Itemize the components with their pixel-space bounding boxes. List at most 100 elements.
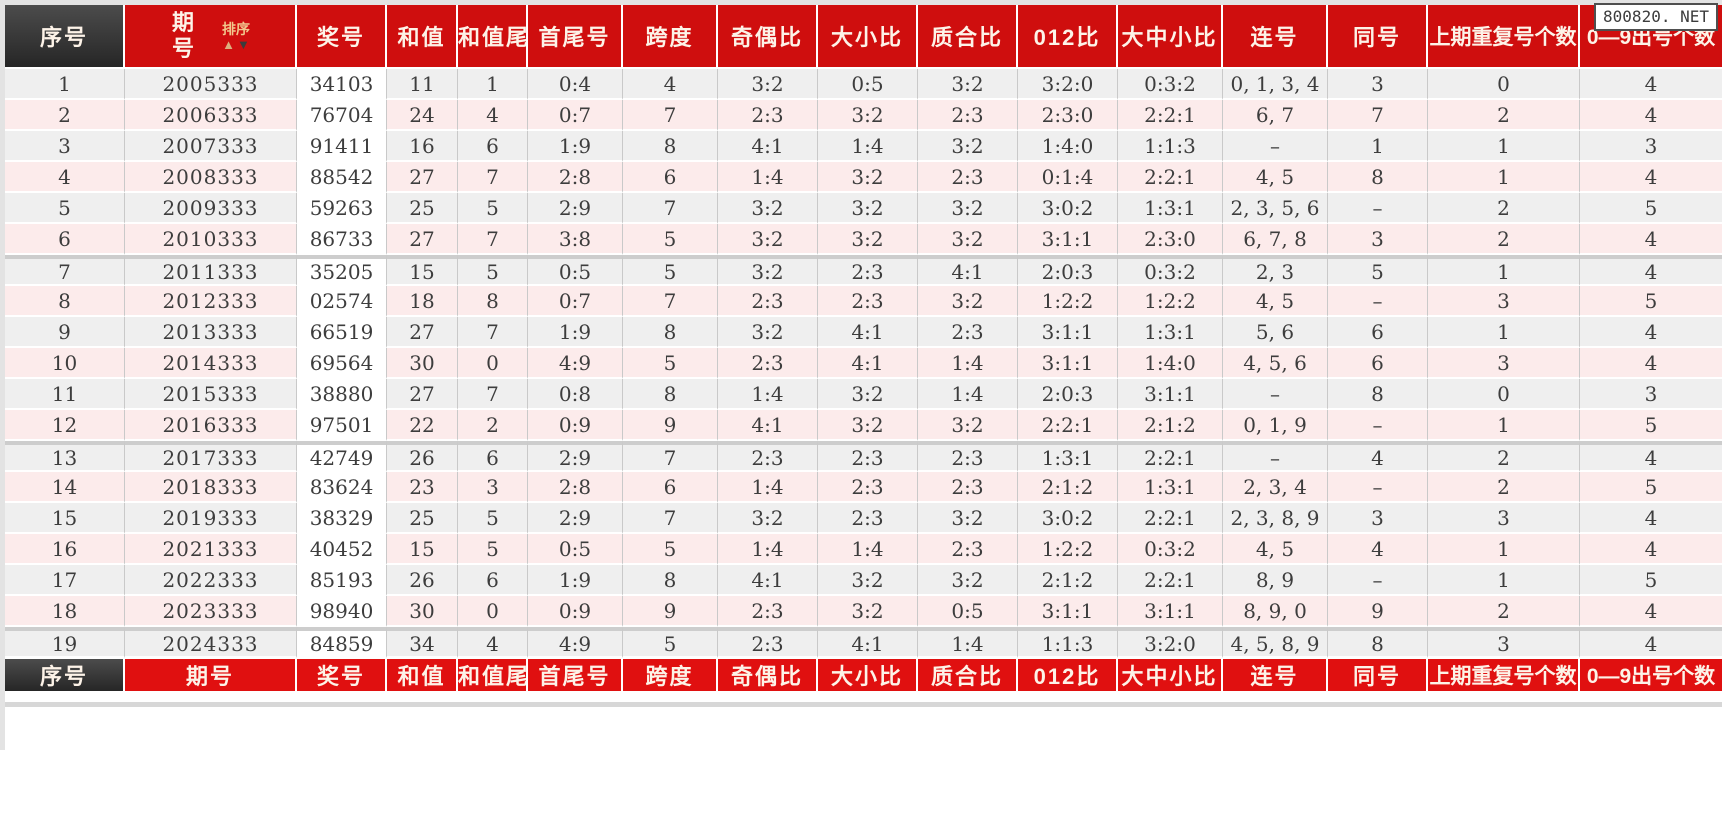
left-margin-strip [0,0,5,750]
cell-same-number: – [1328,565,1428,596]
cell-big-small-ratio: 2:3 [818,255,918,286]
cell-odd-even-ratio: 1:4 [718,379,818,410]
sort-descending-icon[interactable]: ▼ [237,36,250,52]
cell-span: 8 [623,565,718,596]
cell-sum-tail: 4 [458,100,528,131]
cell-consecutive-numbers: – [1223,379,1328,410]
cell-big-small-ratio: 4:1 [818,348,918,379]
cell-serial-no: 14 [5,472,125,503]
cell-prime-composite-ratio: 2:3 [918,441,1018,472]
header-first-last-no: 首尾号 [528,5,623,69]
cell-big-mid-small-ratio: 1:4:0 [1118,348,1223,379]
cell-prime-composite-ratio: 1:4 [918,379,1018,410]
cell-first-last-no: 4:9 [528,627,623,658]
cell-serial-no: 17 [5,565,125,596]
cell-sum-tail: 5 [458,193,528,224]
cell-prize-number: 59263 [297,193,387,224]
cell-sum-value: 15 [387,255,458,286]
cell-big-small-ratio: 3:2 [818,100,918,131]
cell-big-mid-small-ratio: 2:2:1 [1118,162,1223,193]
cell-012-ratio: 3:2:0 [1018,69,1118,100]
cell-sum-tail: 7 [458,317,528,348]
cell-big-mid-small-ratio: 2:1:2 [1118,410,1223,441]
sort-ascending-icon[interactable]: ▲ [222,36,235,52]
cell-span: 5 [623,348,718,379]
cell-prev-repeat-count: 3 [1428,348,1580,379]
cell-first-last-no: 3:8 [528,224,623,255]
cell-odd-even-ratio: 4:1 [718,131,818,162]
cell-digit-appear-count: 4 [1580,596,1722,627]
cell-digit-appear-count: 3 [1580,131,1722,162]
cell-odd-even-ratio: 2:3 [718,596,818,627]
cell-012-ratio: 3:0:2 [1018,503,1118,534]
cell-big-small-ratio: 3:2 [818,193,918,224]
cell-issue-no: 2024333 [125,627,297,658]
header-012-ratio: 012比 [1018,5,1118,69]
cell-prize-number: 85193 [297,565,387,596]
cell-sum-tail: 3 [458,472,528,503]
cell-first-last-no: 0:8 [528,379,623,410]
header-consecutive-numbers: 连号 [1223,5,1328,69]
cell-prize-number: 34103 [297,69,387,100]
cell-first-last-no: 4:9 [528,348,623,379]
sort-control[interactable]: 排序 ▲ ▼ [222,22,250,51]
cell-big-small-ratio: 3:2 [818,596,918,627]
cell-digit-appear-count: 4 [1580,255,1722,286]
cell-first-last-no: 2:8 [528,472,623,503]
cell-serial-no: 15 [5,503,125,534]
cell-prime-composite-ratio: 1:4 [918,627,1018,658]
cell-consecutive-numbers: 2, 3 [1223,255,1328,286]
cell-sum-tail: 7 [458,224,528,255]
cell-sum-value: 25 [387,503,458,534]
cell-sum-tail: 5 [458,534,528,565]
cell-span: 8 [623,317,718,348]
cell-digit-appear-count: 5 [1580,286,1722,317]
header-big-small-ratio: 大小比 [818,5,918,69]
footer-header-prev-repeat-count: 上期重复号个数 [1428,658,1580,693]
cell-prev-repeat-count: 3 [1428,503,1580,534]
cell-big-mid-small-ratio: 0:3:2 [1118,534,1223,565]
cell-same-number: 6 [1328,317,1428,348]
cell-consecutive-numbers: 2, 3, 8, 9 [1223,503,1328,534]
cell-sum-value: 27 [387,162,458,193]
cell-same-number: 8 [1328,162,1428,193]
cell-prev-repeat-count: 2 [1428,472,1580,503]
cell-same-number: 7 [1328,100,1428,131]
cell-issue-no: 2007333 [125,131,297,162]
header-big-mid-small-ratio: 大中小比 [1118,5,1223,69]
cell-span: 5 [623,224,718,255]
cell-issue-no: 2017333 [125,441,297,472]
footer-header-issue-no: 期号 [125,658,297,693]
cell-issue-no: 2008333 [125,162,297,193]
cell-first-last-no: 1:9 [528,131,623,162]
cell-big-small-ratio: 2:3 [818,441,918,472]
cell-same-number: 5 [1328,255,1428,286]
cell-sum-value: 30 [387,348,458,379]
cell-issue-no: 2015333 [125,379,297,410]
table-row: 6 2010333 86733 27 7 3:8 5 3:2 3:2 3:2 3:1:1 2:3:0 6… [5,224,1722,255]
cell-consecutive-numbers: 4, 5 [1223,162,1328,193]
cell-big-mid-small-ratio: 2:2:1 [1118,441,1223,472]
cell-odd-even-ratio: 2:3 [718,348,818,379]
cell-odd-even-ratio: 1:4 [718,472,818,503]
cell-first-last-no: 2:9 [528,503,623,534]
cell-odd-even-ratio: 1:4 [718,534,818,565]
footer-header-odd-even-ratio: 奇偶比 [718,658,818,693]
cell-span: 5 [623,534,718,565]
cell-prize-number: 86733 [297,224,387,255]
footer-header-sum-value: 和值 [387,658,458,693]
cell-span: 7 [623,286,718,317]
cell-012-ratio: 3:1:1 [1018,348,1118,379]
header-odd-even-ratio: 奇偶比 [718,5,818,69]
cell-prime-composite-ratio: 3:2 [918,193,1018,224]
cell-big-mid-small-ratio: 1:3:1 [1118,472,1223,503]
cell-sum-value: 15 [387,534,458,565]
cell-sum-tail: 5 [458,503,528,534]
cell-sum-tail: 7 [458,162,528,193]
cell-span: 7 [623,503,718,534]
table-row: 2 2006333 76704 24 4 0:7 7 2:3 3:2 2:3 2:3:0 2:2:1 6… [5,100,1722,131]
cell-issue-no: 2011333 [125,255,297,286]
cell-sum-value: 18 [387,286,458,317]
cell-012-ratio: 1:2:2 [1018,534,1118,565]
cell-digit-appear-count: 4 [1580,441,1722,472]
